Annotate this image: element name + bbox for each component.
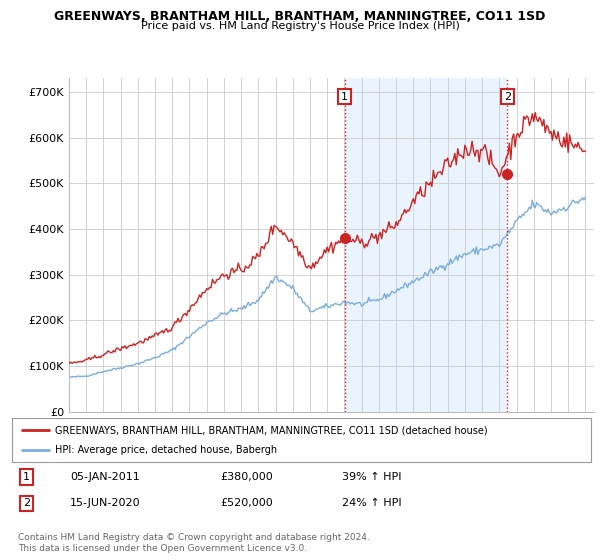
Text: 2: 2 xyxy=(503,92,511,102)
Bar xyxy=(345,78,507,412)
Text: HPI: Average price, detached house, Babergh: HPI: Average price, detached house, Babe… xyxy=(55,445,278,455)
Text: 39% ↑ HPI: 39% ↑ HPI xyxy=(342,472,401,482)
Text: 15-JUN-2020: 15-JUN-2020 xyxy=(70,498,140,508)
Text: Price paid vs. HM Land Registry's House Price Index (HPI): Price paid vs. HM Land Registry's House … xyxy=(140,21,460,31)
Text: 2: 2 xyxy=(23,498,30,508)
Text: £380,000: £380,000 xyxy=(220,472,273,482)
Text: 1: 1 xyxy=(23,472,30,482)
Text: GREENWAYS, BRANTHAM HILL, BRANTHAM, MANNINGTREE, CO11 1SD (detached house): GREENWAYS, BRANTHAM HILL, BRANTHAM, MANN… xyxy=(55,425,488,435)
Text: 05-JAN-2011: 05-JAN-2011 xyxy=(70,472,140,482)
Text: Contains HM Land Registry data © Crown copyright and database right 2024.
This d: Contains HM Land Registry data © Crown c… xyxy=(18,533,370,553)
Text: 1: 1 xyxy=(341,92,348,102)
Text: 24% ↑ HPI: 24% ↑ HPI xyxy=(342,498,401,508)
Text: GREENWAYS, BRANTHAM HILL, BRANTHAM, MANNINGTREE, CO11 1SD: GREENWAYS, BRANTHAM HILL, BRANTHAM, MANN… xyxy=(55,10,545,23)
Text: £520,000: £520,000 xyxy=(220,498,273,508)
